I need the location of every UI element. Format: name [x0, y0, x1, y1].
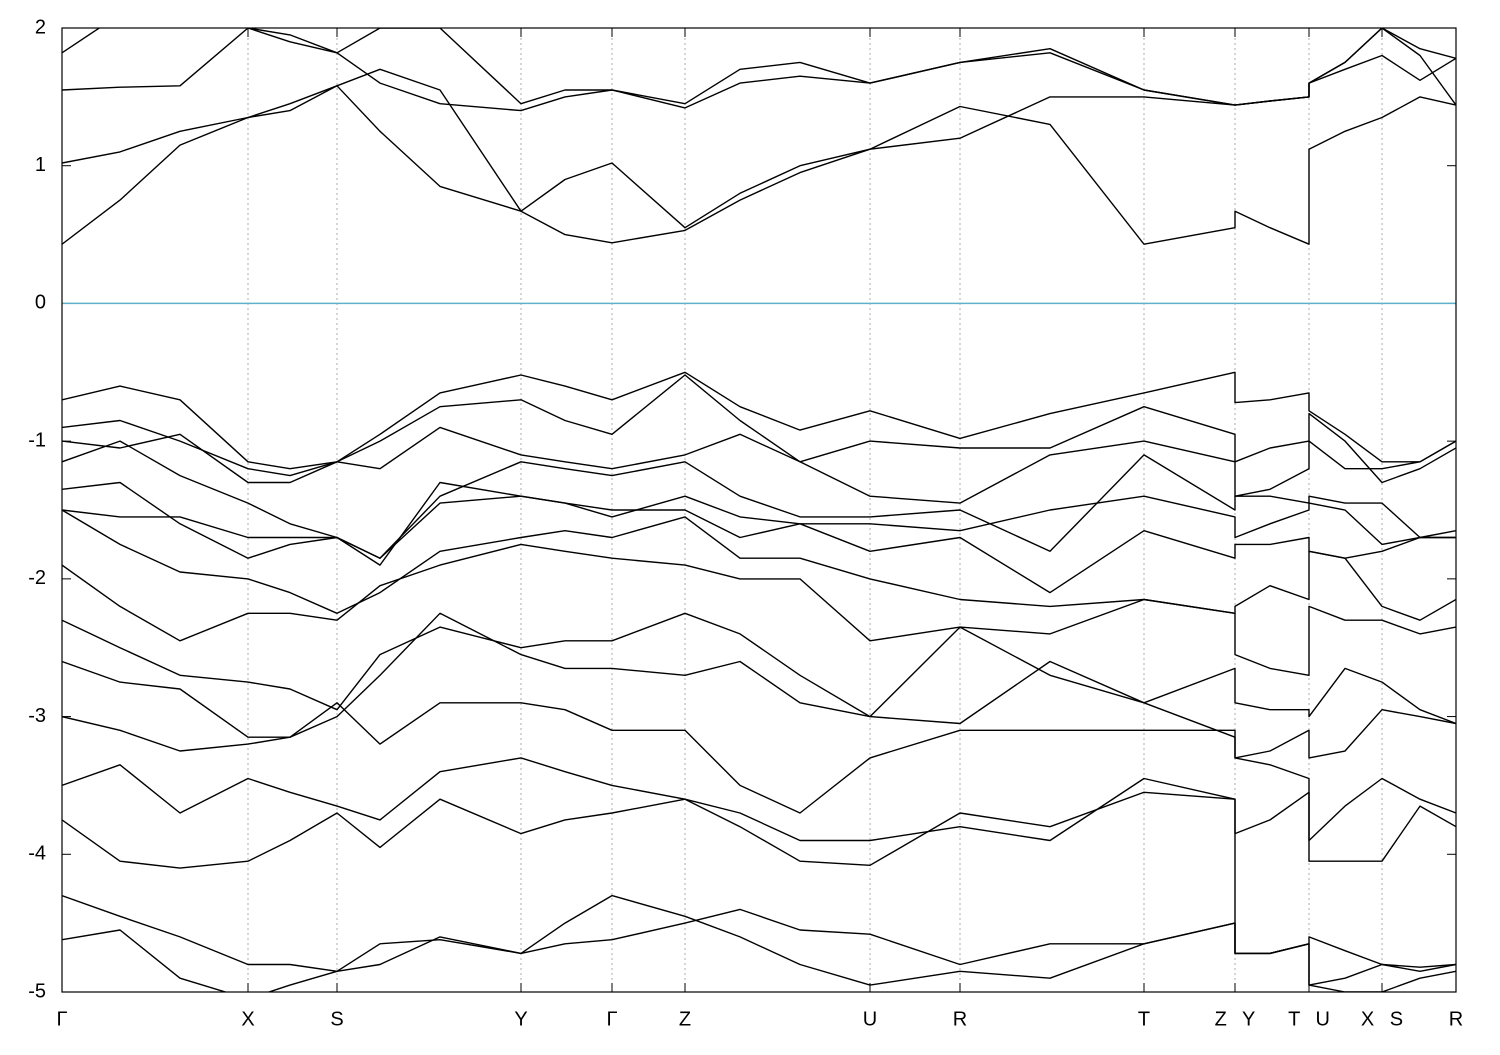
x-tick-label: Γ: [56, 1008, 67, 1030]
band-line: [62, 85, 1456, 245]
x-tick-label: Z: [679, 1008, 691, 1030]
band-line: [62, 791, 1456, 972]
y-tick-label: -4: [28, 843, 46, 865]
band-line: [62, 374, 1456, 484]
band-line: [62, 440, 1456, 559]
band-line: [62, 894, 1456, 992]
x-tick-label: X: [241, 1008, 254, 1030]
plot-frame: [61, 27, 1457, 993]
band-line: [62, 28, 1456, 112]
band-line: [62, 481, 1456, 566]
band-line: [62, 543, 1456, 676]
x-tick-label: Y: [514, 1008, 527, 1030]
y-tick-label: -1: [28, 429, 46, 451]
y-tick-label: 0: [35, 292, 46, 314]
x-tick-label: T U: [1288, 1008, 1330, 1030]
x-tick-label: X S: [1361, 1008, 1403, 1030]
labels: -5 -4 -3 -2 -1 0 1 2 Γ X S Y Γ Z U R T Z Y T U X S R: [28, 16, 1463, 1030]
band-line: [62, 28, 1456, 109]
y-tick-label: -3: [28, 705, 46, 727]
band-line: [62, 426, 1456, 504]
y-tick-label: 2: [35, 16, 46, 38]
x-tick-label: S: [330, 1008, 343, 1030]
bands: [62, 28, 1456, 992]
band-line: [62, 612, 1456, 759]
band-line: [62, 612, 1456, 725]
x-tick-label: R: [953, 1008, 967, 1030]
band-line: [62, 702, 1456, 842]
band-line: [62, 28, 1456, 229]
x-tick-label: R: [1449, 1008, 1463, 1030]
x-tick-label: Γ: [606, 1008, 617, 1030]
y-tick-label: -2: [28, 567, 46, 589]
band-line: [62, 757, 1456, 862]
grid: [61, 27, 1457, 993]
y-tick-label: -5: [28, 980, 46, 1002]
band-line: [62, 509, 1456, 621]
y-tick-label: 1: [35, 154, 46, 176]
band-line: [62, 894, 1456, 986]
x-tick-label: U: [863, 1008, 877, 1030]
band-line: [62, 371, 1456, 470]
x-tick-label: T: [1138, 1008, 1150, 1030]
x-tick-label: Z Y: [1215, 1008, 1256, 1030]
band-line: [62, 495, 1456, 594]
